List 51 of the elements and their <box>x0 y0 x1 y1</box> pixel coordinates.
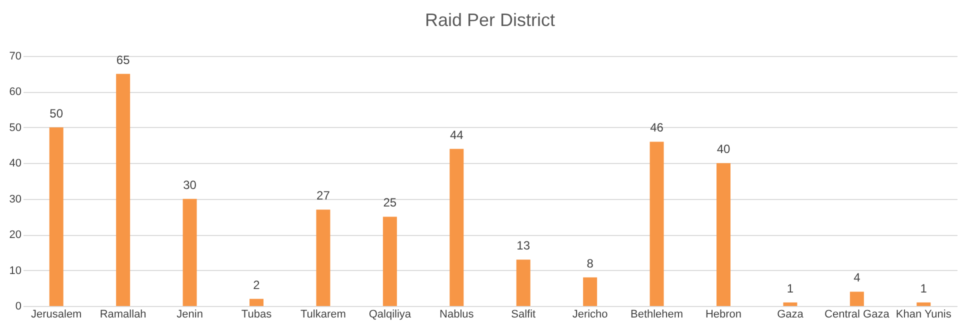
bar <box>516 260 530 306</box>
x-tick-label: Qalqiliya <box>368 308 412 320</box>
bar <box>250 298 264 306</box>
y-tick-label: 0 <box>15 300 22 312</box>
bar <box>716 163 730 306</box>
y-tick-label: 40 <box>9 158 22 170</box>
data-label: 46 <box>650 120 664 135</box>
x-tick-label: Nablus <box>440 308 474 320</box>
y-tick-label: 70 <box>9 50 22 62</box>
x-tick-label: Jenin <box>176 308 203 320</box>
data-label: 2 <box>253 278 260 292</box>
data-label: 50 <box>50 106 64 120</box>
x-tick-label: Jerusalem <box>30 308 82 320</box>
y-tick-label: 10 <box>9 264 22 277</box>
bar <box>916 302 931 306</box>
data-label: 30 <box>183 178 197 192</box>
bar <box>650 142 664 306</box>
data-label: 44 <box>450 128 464 142</box>
x-tick-label: Tulkarem <box>300 308 346 320</box>
x-tick-label: Khan Yunis <box>896 308 952 320</box>
data-label: 27 <box>316 188 330 203</box>
bar <box>316 210 330 306</box>
bar <box>182 198 197 306</box>
data-label: 13 <box>516 238 530 253</box>
x-tick-label: Hebron <box>705 308 742 320</box>
data-label: 25 <box>383 196 397 210</box>
bar <box>450 148 464 306</box>
x-tick-label: Salfit <box>511 308 536 320</box>
bar <box>49 127 64 306</box>
x-tick-label: Central Gaza <box>824 308 890 320</box>
x-tick-label: Ramallah <box>100 308 146 320</box>
chart-title: Raid Per District <box>424 10 556 30</box>
bar <box>583 277 598 306</box>
data-label: 1 <box>920 281 928 296</box>
bar <box>850 292 864 306</box>
bar <box>783 302 798 306</box>
data-label: 8 <box>586 256 594 270</box>
y-tick-label: 20 <box>9 229 22 242</box>
x-tick-label: Bethlehem <box>630 308 684 320</box>
x-tick-label: Jericho <box>572 308 608 320</box>
bar <box>116 74 130 306</box>
y-tick-label: 50 <box>9 122 22 134</box>
x-tick-label: Gaza <box>777 308 804 320</box>
data-label: 65 <box>116 52 130 67</box>
x-tick-label: Tubas <box>241 308 272 320</box>
data-label: 4 <box>854 270 861 285</box>
data-label: 1 <box>786 281 794 296</box>
bar <box>382 216 397 306</box>
y-tick-label: 60 <box>9 86 22 98</box>
y-tick-label: 30 <box>9 193 22 206</box>
data-label: 40 <box>716 142 730 156</box>
